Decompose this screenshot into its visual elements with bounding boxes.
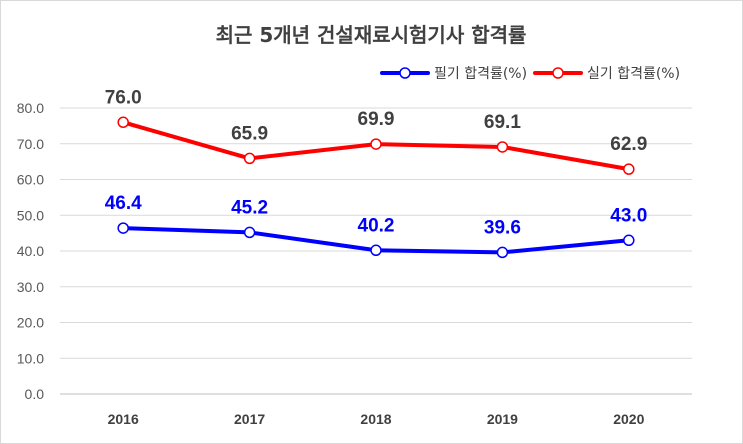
grid <box>60 107 692 395</box>
data-point <box>370 244 382 257</box>
legend-label: 필기 합격률(%) <box>434 66 527 82</box>
legend-item: 실기 합격률(%) <box>533 66 680 82</box>
data-label: 46.4 <box>105 193 142 214</box>
series-1: 46.4 45.2 40.2 39.6 43.0 <box>105 193 647 259</box>
y-tick-label: 10.0 <box>17 350 44 366</box>
y-tick-label: 50.0 <box>17 207 44 223</box>
y-tick-label: 80.0 <box>17 100 44 116</box>
y-tick-label: 20.0 <box>17 315 44 331</box>
legend-item: 필기 합격률(%) <box>380 66 527 82</box>
x-tick-label: 2018 <box>360 411 391 427</box>
data-label: 40.2 <box>358 215 395 236</box>
x-tick-label: 2020 <box>613 411 644 427</box>
data-label: 45.2 <box>231 197 268 218</box>
legend: 필기 합격률(%) 실기 합격률(%) <box>380 66 680 82</box>
y-tick-label: 60.0 <box>17 172 44 188</box>
data-label: 69.1 <box>484 112 521 133</box>
data-label: 43.0 <box>610 205 647 226</box>
data-point <box>370 138 382 150</box>
data-label: 62.9 <box>610 134 647 155</box>
y-tick-label: 40.0 <box>17 243 44 259</box>
data-label: 76.0 <box>105 87 142 108</box>
data-point <box>117 116 129 129</box>
data-point <box>243 226 256 239</box>
legend-marker <box>399 67 411 79</box>
y-tick-label: 0.0 <box>25 386 45 402</box>
data-point <box>117 222 129 234</box>
legend-label: 실기 합격률(%) <box>587 66 680 82</box>
plot-area: 46.4 45.2 40.2 39.6 43.0 76.0 65.9 69.9 69.1 62.9 <box>105 87 647 259</box>
data-point <box>623 163 635 175</box>
series-2: 76.0 65.9 69.9 69.1 62.9 <box>105 87 647 175</box>
data-label: 69.9 <box>358 109 395 130</box>
data-point <box>623 234 635 247</box>
data-label: 39.6 <box>484 217 521 238</box>
data-point <box>496 141 509 153</box>
y-tick-label: 70.0 <box>17 136 44 152</box>
chart-title: 최근 5개년 건설재료시험기사 합격률 <box>216 23 527 47</box>
x-tick-label: 2016 <box>108 411 139 427</box>
data-point <box>496 246 509 259</box>
data-label: 65.9 <box>231 123 268 144</box>
y-tick-label: 30.0 <box>17 279 44 295</box>
x-tick-label: 2019 <box>487 411 518 427</box>
x-tick-label: 2017 <box>234 411 265 427</box>
legend-marker <box>552 67 564 79</box>
data-point <box>243 152 256 165</box>
x-axis: 2016 2017 2018 2019 2020 <box>108 411 645 427</box>
y-axis: 0.0 10.0 20.0 30.0 40.0 50.0 60.0 70.0 80.0 <box>17 100 44 402</box>
